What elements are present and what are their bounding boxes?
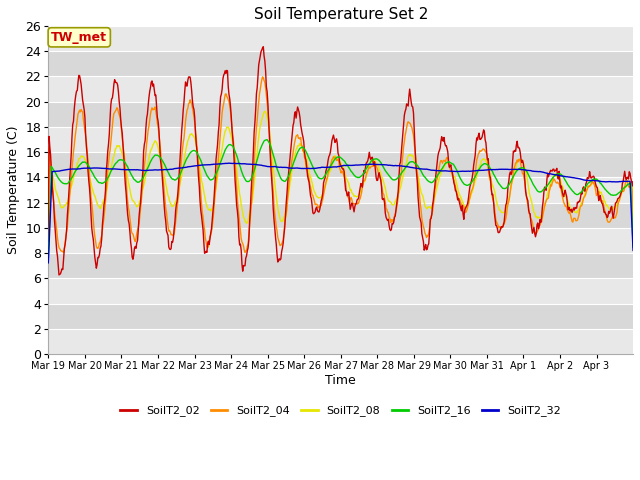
SoilT2_02 bbox=[403, 101, 410, 107]
X-axis label: Time: Time bbox=[325, 374, 356, 387]
SoilT2_16 bbox=[629, 244, 637, 250]
SoilT2_04 bbox=[436, 164, 444, 169]
SoilT2_16 bbox=[263, 137, 271, 143]
SoilT2_32 bbox=[225, 160, 233, 166]
SoilT2_02 bbox=[44, 239, 52, 244]
SoilT2_04 bbox=[113, 105, 121, 110]
SoilT2_02 bbox=[629, 179, 637, 185]
Line: SoilT2_08: SoilT2_08 bbox=[48, 111, 633, 259]
Line: SoilT2_32: SoilT2_32 bbox=[48, 163, 633, 263]
SoilT2_16 bbox=[250, 170, 257, 176]
SoilT2_16 bbox=[113, 159, 121, 165]
SoilT2_16 bbox=[435, 171, 442, 177]
SoilT2_02 bbox=[250, 129, 258, 135]
SoilT2_02 bbox=[273, 252, 281, 257]
SoilT2_32 bbox=[250, 162, 258, 168]
SoilT2_04 bbox=[629, 244, 637, 250]
Line: SoilT2_02: SoilT2_02 bbox=[48, 47, 633, 275]
Bar bbox=[48, 26, 633, 51]
Bar bbox=[48, 228, 633, 253]
Bar bbox=[48, 278, 633, 304]
Line: SoilT2_04: SoilT2_04 bbox=[48, 77, 633, 252]
SoilT2_04 bbox=[250, 162, 258, 168]
SoilT2_08 bbox=[273, 194, 280, 200]
SoilT2_08 bbox=[435, 178, 442, 184]
Bar bbox=[48, 304, 633, 329]
SoilT2_32 bbox=[44, 260, 52, 266]
Bar bbox=[48, 76, 633, 102]
SoilT2_02 bbox=[436, 147, 444, 153]
SoilT2_02 bbox=[259, 44, 267, 49]
Bar bbox=[48, 51, 633, 76]
SoilT2_16 bbox=[402, 164, 410, 170]
Bar bbox=[48, 127, 633, 152]
SoilT2_32 bbox=[629, 248, 637, 253]
Text: TW_met: TW_met bbox=[51, 31, 108, 44]
Line: SoilT2_16: SoilT2_16 bbox=[48, 140, 633, 259]
SoilT2_32 bbox=[435, 168, 442, 173]
SoilT2_04 bbox=[403, 124, 410, 130]
SoilT2_04 bbox=[44, 211, 52, 216]
SoilT2_04 bbox=[259, 74, 266, 80]
SoilT2_16 bbox=[221, 149, 228, 155]
SoilT2_16 bbox=[273, 163, 280, 168]
SoilT2_32 bbox=[402, 164, 410, 169]
Bar bbox=[48, 102, 633, 127]
Y-axis label: Soil Temperature (C): Soil Temperature (C) bbox=[7, 126, 20, 254]
Bar bbox=[48, 253, 633, 278]
SoilT2_08 bbox=[221, 132, 228, 137]
SoilT2_32 bbox=[221, 161, 228, 167]
SoilT2_02 bbox=[55, 272, 63, 278]
SoilT2_08 bbox=[113, 143, 121, 148]
SoilT2_08 bbox=[261, 108, 269, 114]
SoilT2_04 bbox=[273, 228, 281, 234]
Bar bbox=[48, 178, 633, 203]
Legend: SoilT2_02, SoilT2_04, SoilT2_08, SoilT2_16, SoilT2_32: SoilT2_02, SoilT2_04, SoilT2_08, SoilT2_… bbox=[116, 401, 566, 421]
SoilT2_32 bbox=[113, 166, 121, 172]
SoilT2_08 bbox=[629, 225, 637, 231]
Bar bbox=[48, 329, 633, 354]
SoilT2_16 bbox=[44, 256, 52, 262]
SoilT2_08 bbox=[44, 256, 52, 262]
Title: Soil Temperature Set 2: Soil Temperature Set 2 bbox=[253, 7, 428, 22]
SoilT2_32 bbox=[273, 164, 280, 170]
Bar bbox=[48, 152, 633, 178]
SoilT2_02 bbox=[221, 68, 229, 73]
SoilT2_02 bbox=[114, 83, 122, 88]
SoilT2_04 bbox=[241, 250, 249, 255]
SoilT2_08 bbox=[402, 161, 410, 167]
SoilT2_08 bbox=[250, 188, 257, 193]
Bar bbox=[48, 203, 633, 228]
SoilT2_04 bbox=[221, 96, 228, 102]
